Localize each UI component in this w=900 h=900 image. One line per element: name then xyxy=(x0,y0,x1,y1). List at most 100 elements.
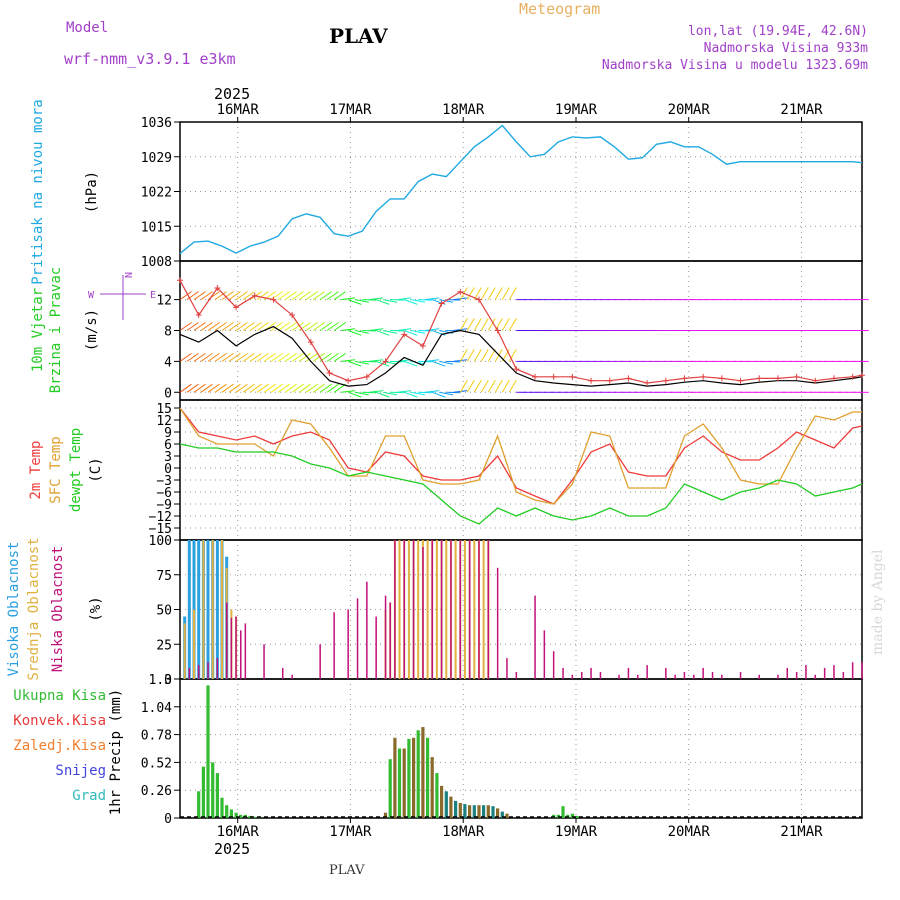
wind-arrow xyxy=(326,383,339,393)
wind-arrow xyxy=(411,330,426,334)
cloud-bar-0 xyxy=(187,540,191,679)
wind-arrow xyxy=(501,318,510,331)
wind-arrow xyxy=(390,391,405,394)
precip-legend-3: Snijeg xyxy=(55,763,106,779)
wind-arrow xyxy=(305,383,318,393)
precip-bar-0 xyxy=(201,766,205,818)
wind-arrow xyxy=(362,299,377,301)
compass-w: W xyxy=(88,290,95,301)
ytick-label-temperature-6: 3 xyxy=(164,450,172,465)
wind-arrow xyxy=(277,291,290,301)
xtick-label-top-3: 19MAR xyxy=(555,102,598,118)
temp-line-1 xyxy=(179,407,862,505)
wind-arrow xyxy=(397,390,412,393)
wind-gust-marker xyxy=(419,342,426,349)
cloud-bar-1 xyxy=(398,540,401,679)
wind-arrow xyxy=(362,391,377,394)
precip-bar-0 xyxy=(239,814,243,818)
cloud-bar-2 xyxy=(188,667,191,679)
mid-cloud-axis-label: Srednja Oblacnost xyxy=(26,537,42,680)
precip-bar-0 xyxy=(229,809,233,818)
precip-bar-0 xyxy=(211,762,215,818)
wind-arrow xyxy=(312,322,325,331)
temp-line-2 xyxy=(179,443,863,525)
wind-arrow xyxy=(326,291,339,301)
wind-arrow xyxy=(214,352,227,362)
wind-arrow xyxy=(418,391,433,394)
wind-gust-marker xyxy=(532,373,539,380)
year-top: 2025 xyxy=(214,85,251,103)
precip-bar-1 xyxy=(407,738,411,818)
wind-arrow xyxy=(179,383,192,393)
ytick-label-temperature-0: −15 xyxy=(149,522,172,537)
wind-arrow xyxy=(263,352,276,362)
wind-arrow xyxy=(193,383,206,393)
wind-gust-marker xyxy=(233,304,240,311)
cloud-bar-2 xyxy=(552,651,555,679)
cloud-bar-2 xyxy=(646,665,648,679)
wind-gust-marker xyxy=(494,327,501,334)
precip-bar-0 xyxy=(215,773,219,818)
ytick-label-precip-3: 0.78 xyxy=(141,729,172,744)
cloud-bar-2 xyxy=(833,665,835,679)
wind-arrow xyxy=(242,291,255,301)
precip-legend-4: Grad xyxy=(72,788,106,804)
lonlat-label: lon,lat (19.94E, 42.6N) xyxy=(687,24,868,39)
cloud-bar-2 xyxy=(581,672,583,679)
wind-arrow xyxy=(432,360,446,367)
wind-arrow xyxy=(284,352,297,362)
cloud-bar-2 xyxy=(450,540,452,679)
ytick-label-pressure-3: 1029 xyxy=(141,151,172,166)
precip-bar-1 xyxy=(472,805,476,818)
wind-arrow xyxy=(333,352,346,362)
wind-arrow xyxy=(186,383,199,393)
model-name: wrf-nmm_v3.9.1 e3km xyxy=(64,50,236,68)
wind-arrow xyxy=(228,322,241,331)
wind-arrow xyxy=(376,330,390,336)
wind-arrow xyxy=(200,383,213,393)
wind-arrow xyxy=(284,291,297,301)
precip-bar-1 xyxy=(468,805,472,818)
cloud-bar-2 xyxy=(823,667,826,679)
ytick-label-precip-0: 0 xyxy=(164,812,172,827)
precip-bar-1 xyxy=(388,759,392,818)
precip-bar-1 xyxy=(383,812,388,818)
cloud-bar-2 xyxy=(431,540,433,679)
wind-arrow xyxy=(355,299,369,303)
xtick-label-top-0: 16MAR xyxy=(217,102,260,118)
wind-arrow xyxy=(193,322,206,331)
wind-arrow xyxy=(186,352,199,362)
wind-arrow xyxy=(348,360,362,367)
wind-arrow xyxy=(362,360,377,363)
wind-arrow xyxy=(404,330,418,336)
cloud-bar-2 xyxy=(571,674,574,679)
cloud-bar-1 xyxy=(482,540,485,679)
wind-arrow xyxy=(376,299,390,305)
wind-arrow xyxy=(235,352,248,362)
wind-arrow xyxy=(249,322,262,331)
wind-arrow xyxy=(369,328,384,331)
precip-bar-2 xyxy=(561,806,565,818)
xtick-label-bottom-3: 19MAR xyxy=(555,824,598,840)
wind-gust-marker xyxy=(289,312,296,319)
cloud-bar-1 xyxy=(435,540,438,679)
wind-arrow xyxy=(277,352,290,362)
ytick-label-temperature-1: −12 xyxy=(149,510,172,525)
wind-arrow xyxy=(319,291,332,301)
wind-arrow xyxy=(193,352,206,362)
precip-bar-1 xyxy=(397,748,402,818)
precip-bar-1 xyxy=(482,805,486,818)
wind-arrow xyxy=(214,322,227,331)
wind-arrow xyxy=(298,291,311,301)
wind-arrow xyxy=(207,352,220,362)
wind-arrow xyxy=(291,322,304,331)
wind-arrow xyxy=(383,330,397,334)
precip-bar-0 xyxy=(225,805,229,818)
precip-bar-0 xyxy=(253,816,257,818)
precip-bar-1 xyxy=(440,785,444,818)
wind-gust-marker xyxy=(812,377,819,384)
wind-arrow xyxy=(439,391,454,396)
wind-gust-marker xyxy=(195,312,202,319)
wind-arrow xyxy=(221,383,234,393)
wind-arrow xyxy=(298,383,311,393)
